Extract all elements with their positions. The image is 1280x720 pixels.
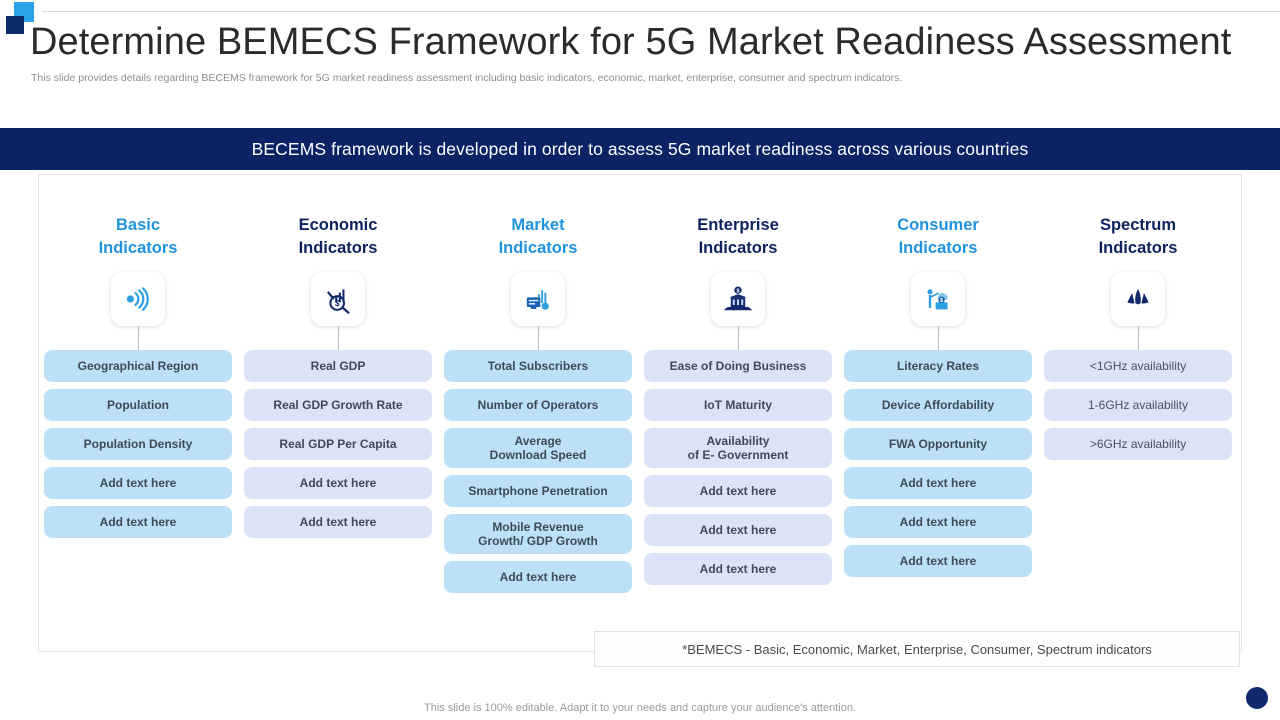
- indicator-column-basic: Basic Indicators Geographical Region Popul…: [38, 174, 238, 652]
- indicator-pill[interactable]: Add text here: [44, 506, 232, 538]
- svg-text:$: $: [736, 289, 740, 295]
- editable-note: This slide is 100% editable. Adapt it to…: [424, 702, 856, 714]
- magnifier-dollar-chart-icon: $: [311, 272, 365, 326]
- page-title: Determine BEMECS Framework for 5G Market…: [30, 21, 1232, 63]
- indicator-pill[interactable]: Add text here: [44, 467, 232, 499]
- monitor-bar-chart-icon: [511, 272, 565, 326]
- column-title-line2: Indicators: [1098, 239, 1178, 257]
- column-connector-line: [1137, 326, 1139, 350]
- column-connector-line: [337, 326, 339, 350]
- column-title-line2: Indicators: [498, 239, 578, 257]
- bank-dollar-icon: $: [711, 272, 765, 326]
- indicator-pill[interactable]: Add text here: [244, 467, 432, 499]
- column-title-line2: Indicators: [898, 239, 978, 257]
- indicator-pill[interactable]: Ease of Doing Business: [644, 350, 832, 382]
- column-title-line2: Indicators: [298, 239, 378, 257]
- indicator-pill[interactable]: Add text here: [844, 545, 1032, 577]
- indicator-pill[interactable]: Real GDP Per Capita: [244, 428, 432, 460]
- column-title-line1: Market: [511, 216, 565, 234]
- indicator-columns: Basic Indicators Geographical Region Popul…: [38, 174, 1242, 652]
- indicator-pill[interactable]: Add text here: [844, 506, 1032, 538]
- indicator-pill[interactable]: Add text here: [844, 467, 1032, 499]
- indicator-pill[interactable]: FWA Opportunity: [844, 428, 1032, 460]
- column-title-line1: Basic: [115, 216, 161, 234]
- consumer-shopping-icon: $: [911, 272, 965, 326]
- column-title-line1: Enterprise: [697, 216, 779, 234]
- indicator-pill[interactable]: Real GDP Growth Rate: [244, 389, 432, 421]
- pill-stack: Total Subscribers Number of Operators Aver…: [438, 350, 638, 593]
- logo-square-dark: [6, 16, 24, 34]
- indicator-pill[interactable]: Real GDP: [244, 350, 432, 382]
- indicator-pill[interactable]: 1-6GHz availability: [1044, 389, 1232, 421]
- content-frame: [38, 174, 1242, 652]
- top-divider: [42, 11, 1280, 12]
- indicator-pill[interactable]: Average Download Speed: [444, 428, 632, 468]
- indicator-pill[interactable]: Add text here: [644, 514, 832, 546]
- indicator-pill[interactable]: Population: [44, 389, 232, 421]
- indicator-pill[interactable]: Availability of E- Government: [644, 428, 832, 468]
- banner: BECEMS framework is developed in order t…: [0, 128, 1280, 170]
- svg-text:$: $: [940, 298, 943, 304]
- column-title: Market Indicators: [438, 214, 638, 260]
- indicator-pill[interactable]: Device Affordability: [844, 389, 1032, 421]
- column-title-line2: Indicators: [698, 239, 778, 257]
- indicator-pill[interactable]: Add text here: [444, 561, 632, 593]
- indicator-pill[interactable]: Smartphone Penetration: [444, 475, 632, 507]
- page-subtitle: This slide provides details regarding BE…: [31, 72, 903, 84]
- indicator-pill[interactable]: Geographical Region: [44, 350, 232, 382]
- indicator-pill[interactable]: Population Density: [44, 428, 232, 460]
- column-title: Spectrum Indicators: [1038, 214, 1238, 260]
- indicator-pill[interactable]: IoT Maturity: [644, 389, 832, 421]
- indicator-pill[interactable]: Add text here: [244, 506, 432, 538]
- indicator-pill[interactable]: <1GHz availability: [1044, 350, 1232, 382]
- indicator-column-economic: Economic Indicators $ Real GDP Real GDP Gr…: [238, 174, 438, 652]
- column-title-line1: Consumer: [897, 216, 979, 234]
- column-title: Enterprise Indicators: [638, 214, 838, 260]
- column-connector-line: [537, 326, 539, 350]
- indicator-column-market: Market Indicators Total Subscribers Number…: [438, 174, 638, 652]
- pill-stack: Real GDP Real GDP Growth Rate Real GDP Per…: [238, 350, 438, 538]
- column-title-line1: Economic: [298, 216, 378, 234]
- indicator-pill[interactable]: Mobile Revenue Growth/ GDP Growth: [444, 514, 632, 554]
- indicator-pill[interactable]: Add text here: [644, 553, 832, 585]
- svg-text:$: $: [335, 299, 340, 308]
- navy-circle-icon: [1246, 687, 1268, 709]
- pill-stack: Geographical Region Population Population …: [38, 350, 238, 538]
- indicator-column-enterprise: Enterprise Indicators $ Ease of Doing Bus…: [638, 174, 838, 652]
- logo-squares-icon: [4, 2, 38, 34]
- column-title: Basic Indicators: [38, 214, 238, 260]
- indicator-pill[interactable]: Literacy Rates: [844, 350, 1032, 382]
- column-title-line2: Indicators: [98, 239, 178, 257]
- pill-stack: <1GHz availability 1-6GHz availability >6G…: [1038, 350, 1238, 460]
- indicator-column-spectrum: Spectrum Indicators <1GHz availability 1-6…: [1038, 174, 1238, 652]
- column-connector-line: [937, 326, 939, 350]
- indicator-pill[interactable]: Number of Operators: [444, 389, 632, 421]
- pill-stack: Literacy Rates Device Affordability FWA Op…: [838, 350, 1038, 577]
- spectrum-antenna-icon: [1111, 272, 1165, 326]
- indicator-pill[interactable]: >6GHz availability: [1044, 428, 1232, 460]
- column-connector-line: [737, 326, 739, 350]
- indicator-column-consumer: Consumer Indicators $ Literacy Rates Devic…: [838, 174, 1038, 652]
- footnote-box: *BEMECS - Basic, Economic, Market, Enter…: [594, 631, 1240, 667]
- signal-waves-icon: [111, 272, 165, 326]
- column-title: Economic Indicators: [238, 214, 438, 260]
- indicator-pill[interactable]: Add text here: [644, 475, 832, 507]
- column-connector-line: [137, 326, 139, 350]
- footnote-text: *BEMECS - Basic, Economic, Market, Enter…: [682, 641, 1152, 657]
- column-title: Consumer Indicators: [838, 214, 1038, 260]
- indicator-pill[interactable]: Total Subscribers: [444, 350, 632, 382]
- pill-stack: Ease of Doing Business IoT Maturity Availa…: [638, 350, 838, 585]
- column-title-line1: Spectrum: [1099, 216, 1177, 234]
- banner-text: BECEMS framework is developed in order t…: [251, 138, 1029, 159]
